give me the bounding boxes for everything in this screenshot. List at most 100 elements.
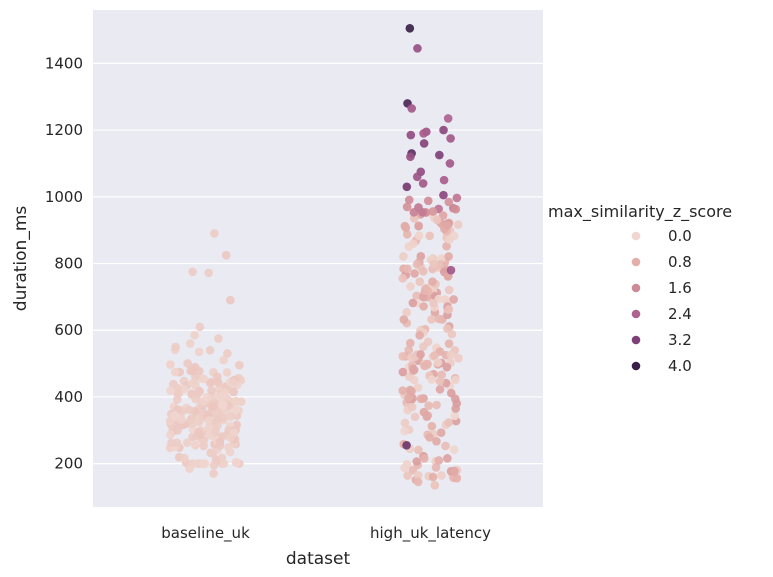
data-point [443,454,452,463]
data-point [173,383,182,393]
data-point [438,211,448,220]
data-point [408,465,418,475]
data-point [405,385,415,395]
data-point [222,368,232,377]
data-point [198,459,208,468]
data-point [215,437,225,447]
data-point [219,355,229,365]
data-point [415,277,425,286]
data-point [193,389,203,398]
data-point [427,375,437,384]
plot-area [93,10,543,507]
data-point [446,134,455,143]
data-point [413,477,423,487]
data-point [427,421,437,431]
data-point [228,378,238,388]
data-point [179,384,189,394]
legend-marker [631,231,641,241]
data-point [414,231,424,241]
data-point [406,338,415,348]
data-point [429,259,439,269]
data-point [449,445,459,454]
data-point [414,221,423,231]
y-tick-label: 400 [54,388,83,406]
data-point [209,461,219,470]
data-point [443,114,453,123]
data-point [410,412,420,422]
data-point [204,416,214,425]
y-tick-label: 800 [54,255,83,273]
data-point [434,314,444,324]
data-point [430,481,440,490]
data-point [435,376,445,386]
y-tick-labels: 200 400 600 800 1000 1200 1400 [45,54,83,472]
data-point [446,350,456,360]
data-point [226,412,236,421]
y-tick-label: 1000 [45,188,83,206]
x-tick-labels: baseline_uk high_uk_latency [161,524,491,543]
data-point [408,298,418,308]
data-point [186,415,196,425]
data-point [413,44,422,53]
data-point [400,418,410,428]
x-axis-title: dataset [286,549,351,569]
data-point [444,197,454,207]
data-point [210,229,219,238]
data-point [414,471,423,480]
data-point [442,241,451,251]
data-point [185,339,195,348]
data-point [166,430,175,440]
legend-marker [631,283,641,293]
data-point [401,223,411,233]
data-point [167,438,176,448]
data-point [428,277,437,286]
data-point [450,411,459,421]
data-point [190,330,199,340]
data-point [431,463,441,472]
data-point [170,410,180,420]
data-point [166,360,175,369]
data-point [453,220,463,229]
data-point [405,24,415,33]
data-point [414,445,423,455]
data-point [204,423,213,432]
data-point [436,428,446,438]
y-tick-label: 600 [54,321,83,339]
data-point [452,399,462,408]
data-point [403,264,412,274]
data-point [209,469,218,478]
data-point [446,388,456,398]
data-point [207,386,216,395]
data-point [188,432,197,442]
legend-label: 0.0 [668,227,692,245]
data-point [454,353,463,363]
data-point [199,374,208,384]
data-points [165,24,463,490]
data-point [400,463,409,473]
data-point [208,448,217,458]
data-point [418,207,427,217]
data-point [402,182,412,192]
data-point [180,453,189,463]
data-point [235,360,244,370]
data-point [402,308,412,317]
data-point [185,464,194,473]
data-point [205,345,215,355]
data-point [452,473,462,483]
x-tick-label: baseline_uk [161,524,250,543]
data-point [404,345,414,355]
data-point [442,221,452,230]
data-point [406,130,416,140]
data-point [418,266,428,276]
data-point [398,367,408,377]
data-point [445,235,454,244]
data-point [422,412,432,421]
data-point [423,359,432,369]
data-point [420,286,430,295]
data-point [398,274,408,283]
legend-label: 3.2 [668,331,692,349]
data-point [404,242,414,251]
data-point [208,402,217,411]
data-point [441,441,450,451]
